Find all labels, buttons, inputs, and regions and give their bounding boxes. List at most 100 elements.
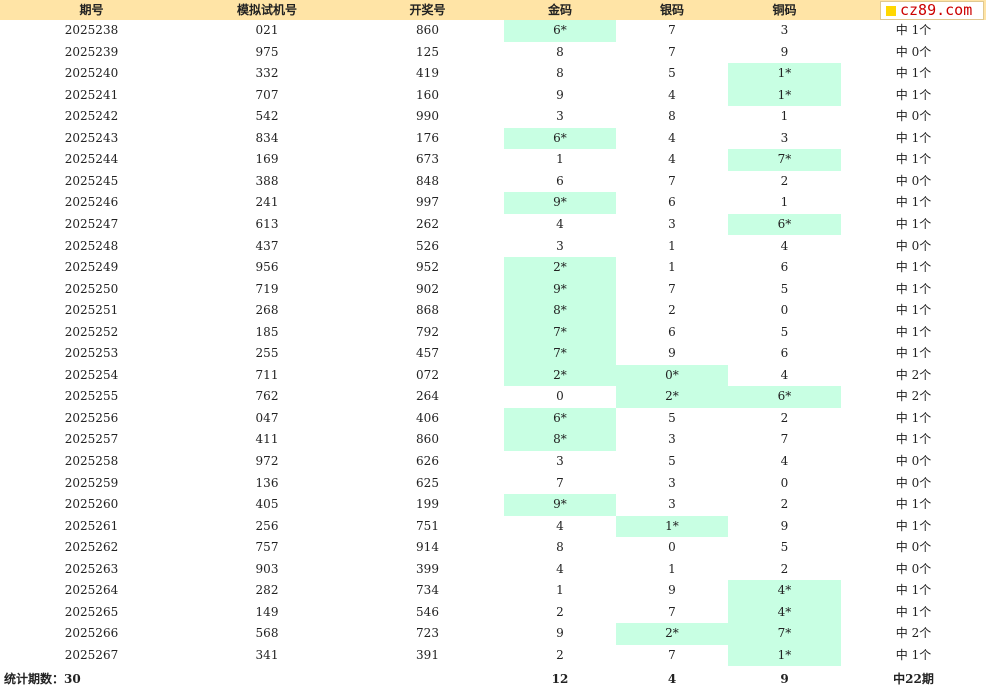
table-row: 2025253 255 457 7* 9 6 中 1个	[0, 343, 986, 365]
cell-gold: 7	[556, 475, 564, 490]
cell-draw: 419	[416, 66, 439, 81]
cell-result: 中 2个	[895, 626, 932, 641]
cell-draw: 546	[416, 604, 439, 619]
cell-issue: 2025242	[64, 109, 119, 124]
cell-result: 中 0个	[895, 561, 932, 576]
cell-bronze: 2	[780, 561, 789, 576]
cell-result: 中 0个	[895, 44, 932, 59]
cell-silver: 9	[668, 346, 676, 361]
cell-result: 中 1个	[895, 281, 932, 296]
cell-bronze: 3	[780, 23, 789, 37]
cell-silver: 3	[668, 216, 676, 231]
header-draw: 开奖号	[409, 3, 446, 17]
cell-issue: 2025266	[64, 626, 119, 641]
cell-simulated: 903	[255, 561, 279, 576]
cell-gold: 6*	[504, 127, 616, 150]
cell-silver: 4	[668, 130, 676, 145]
cell-issue: 2025241	[64, 87, 119, 102]
cell-issue: 2025243	[64, 130, 119, 145]
table-row: 2025241 707 160 9 4 1* 中 1个	[0, 84, 986, 107]
table-row: 2025250 719 902 9* 7 5 中 1个	[0, 278, 986, 301]
cell-gold: 4	[556, 561, 564, 576]
cell-issue: 2025262	[64, 540, 119, 555]
cell-simulated: 568	[255, 626, 279, 641]
cell-issue: 2025252	[64, 324, 119, 339]
cell-bronze: 1*	[728, 84, 841, 107]
cell-bronze: 1	[780, 109, 789, 124]
header-gold: 金码	[547, 3, 572, 17]
footer-hit-total: 中22期	[893, 672, 934, 686]
table-row: 2025257 411 860 8* 3 7 中 1个	[0, 429, 986, 451]
cell-silver: 1	[668, 260, 676, 275]
cell-result: 中 1个	[895, 324, 932, 339]
cell-result: 中 2个	[895, 367, 932, 382]
cell-bronze: 4	[780, 238, 789, 253]
cell-simulated: 834	[255, 130, 279, 145]
cell-gold: 2	[556, 647, 564, 662]
cell-draw: 868	[416, 303, 439, 318]
table-row: 2025239 975 125 8 7 9 中 0个	[0, 42, 986, 64]
header-issue: 期号	[79, 3, 104, 17]
cell-simulated: 047	[255, 410, 279, 425]
cell-gold: 8	[556, 44, 564, 59]
cell-draw: 199	[416, 497, 439, 512]
table-row: 2025248 437 526 3 1 4 中 0个	[0, 236, 986, 258]
cell-gold: 2*	[504, 257, 616, 279]
cell-draw: 860	[416, 432, 439, 447]
cell-result: 中 1个	[895, 216, 932, 231]
cell-issue: 2025265	[64, 604, 119, 619]
cell-draw: 792	[416, 324, 439, 339]
cell-draw: 952	[416, 260, 439, 275]
cell-issue: 2025246	[64, 195, 119, 210]
table-row: 2025256 047 406 6* 5 2 中 1个	[0, 407, 986, 430]
table-row: 2025261 256 751 4 1* 9 中 1个	[0, 515, 986, 538]
cell-result: 中 1个	[895, 604, 932, 619]
cell-draw: 176	[416, 130, 439, 145]
cell-silver: 4	[668, 152, 676, 167]
cell-silver: 3	[668, 497, 676, 512]
cell-bronze: 6*	[728, 386, 841, 408]
cell-gold: 9	[556, 87, 564, 102]
cell-result: 中 1个	[895, 260, 932, 275]
cell-issue: 2025260	[64, 497, 119, 512]
cell-result: 中 1个	[895, 518, 932, 533]
cell-simulated: 341	[255, 647, 279, 662]
cell-silver: 1*	[616, 515, 728, 538]
cell-silver: 7	[668, 44, 676, 59]
cell-result: 中 0个	[895, 109, 932, 124]
cell-draw: 160	[416, 87, 439, 102]
table-row: 2025251 268 868 8* 2 0 中 1个	[0, 300, 986, 322]
cell-simulated: 185	[255, 324, 279, 339]
table-row: 2025263 903 399 4 1 2 中 0个	[0, 559, 986, 581]
cell-bronze: 6	[780, 260, 789, 275]
cell-gold: 3	[556, 454, 564, 468]
cell-result: 中 1个	[895, 23, 932, 37]
cell-bronze: 9	[780, 518, 789, 533]
cell-issue: 2025256	[64, 410, 119, 425]
cell-draw: 734	[416, 583, 439, 598]
cell-bronze: 0	[780, 303, 789, 318]
cell-simulated: 707	[255, 87, 279, 102]
cell-simulated: 136	[255, 475, 279, 490]
site-logo[interactable]: cz89.com	[880, 1, 984, 20]
cell-result: 中 1个	[895, 66, 932, 81]
cell-simulated: 169	[255, 152, 279, 167]
cell-silver: 0	[668, 540, 676, 555]
cell-issue: 2025251	[64, 303, 119, 318]
table-row: 2025238 021 860 6* 7 3 中 1个	[0, 20, 986, 42]
cell-simulated: 021	[255, 23, 279, 37]
cell-silver: 0*	[616, 364, 728, 387]
cell-silver: 2*	[616, 623, 728, 645]
cell-result: 中 0个	[895, 475, 932, 490]
cell-gold: 8	[556, 66, 564, 81]
cell-silver: 5	[668, 410, 676, 425]
cell-silver: 1	[668, 238, 676, 253]
cell-result: 中 0个	[895, 454, 932, 468]
cell-gold: 1	[556, 152, 564, 167]
cell-simulated: 542	[255, 109, 279, 124]
cell-silver: 3	[668, 432, 676, 447]
cell-gold: 3	[556, 109, 564, 124]
cell-draw: 723	[416, 626, 439, 641]
table-row: 2025247 613 262 4 3 6* 中 1个	[0, 213, 986, 236]
cell-issue: 2025250	[64, 281, 119, 296]
